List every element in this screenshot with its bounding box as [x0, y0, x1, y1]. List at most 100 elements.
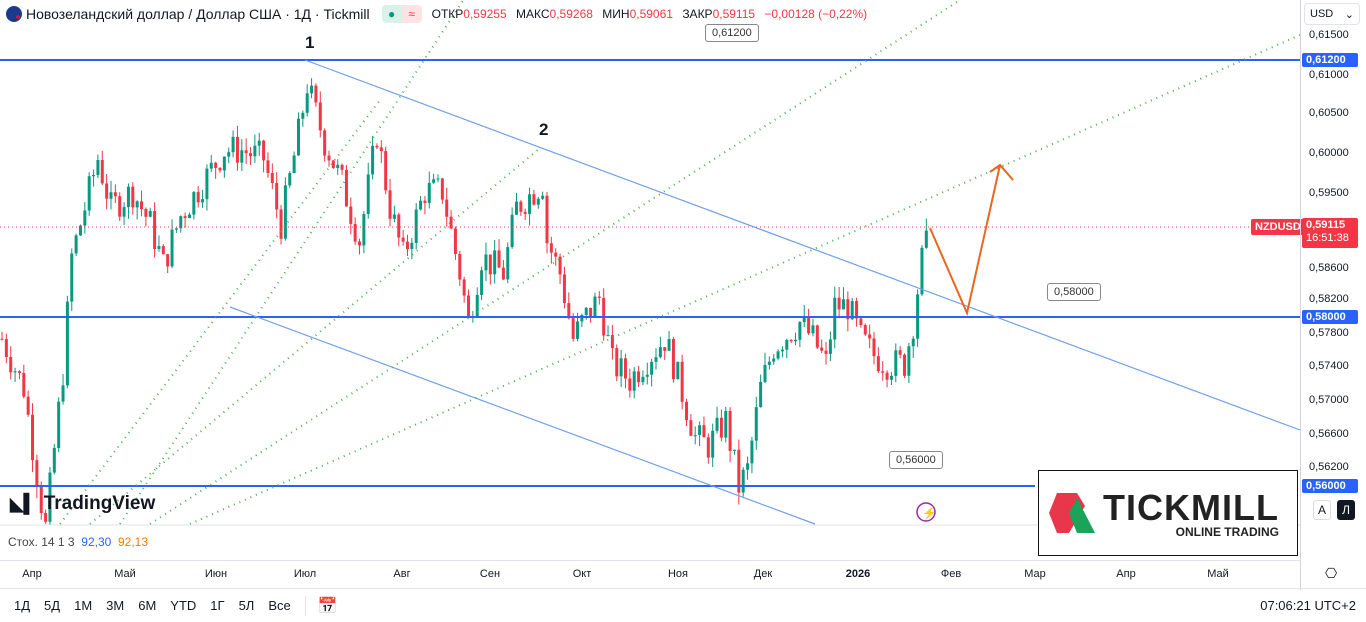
candle — [440, 178, 444, 200]
price-chart[interactable]: ⚡ — [0, 0, 1300, 560]
range-6m[interactable]: 6М — [138, 598, 157, 613]
candle — [301, 112, 305, 119]
candle — [837, 297, 841, 310]
candle — [493, 250, 497, 275]
candle — [711, 430, 715, 458]
range-all[interactable]: Все — [268, 598, 291, 613]
settings-icon[interactable]: ⎔ — [1325, 565, 1338, 581]
candle — [846, 299, 850, 320]
range-1m[interactable]: 1М — [74, 598, 93, 613]
lightning-icon — [916, 502, 936, 522]
candle — [794, 339, 798, 342]
candle — [187, 214, 191, 219]
candle — [737, 449, 741, 493]
candle — [13, 371, 17, 373]
range-1d[interactable]: 1Д — [14, 598, 31, 613]
candle — [166, 254, 170, 267]
candle — [820, 347, 824, 351]
price-axis[interactable]: 0,61500 0,61000 0,60500 0,60000 0,59500 … — [1300, 0, 1366, 590]
candle — [366, 174, 370, 215]
candle — [811, 325, 815, 334]
candle — [358, 241, 362, 246]
level-label[interactable]: 0,56000 — [889, 451, 943, 469]
candle — [623, 358, 627, 379]
candle — [467, 295, 471, 318]
candle — [436, 178, 440, 180]
candle — [650, 361, 654, 375]
candle — [344, 169, 348, 207]
candle — [432, 179, 436, 183]
candle — [746, 463, 750, 470]
range-1y[interactable]: 1Г — [210, 598, 225, 613]
candle — [863, 325, 867, 335]
market-status-icon[interactable]: ● — [381, 5, 402, 23]
candle — [214, 162, 218, 168]
candle — [170, 229, 174, 267]
candle — [4, 339, 8, 358]
candle — [153, 211, 157, 250]
candle — [270, 172, 274, 183]
symbol-title[interactable]: Новозеландский доллар / Доллар США · 1Д … — [26, 6, 370, 22]
candle — [715, 417, 719, 431]
stochastic-legend[interactable]: Стох. 14 1 3 92,30 92,13 — [8, 535, 149, 549]
candle — [545, 195, 549, 244]
candle — [305, 93, 309, 113]
auto-scale-button[interactable]: A — [1313, 500, 1331, 520]
quote-icon[interactable]: ≈ — [401, 5, 422, 23]
candle — [148, 211, 152, 217]
candle — [528, 194, 532, 214]
range-5d[interactable]: 5Д — [44, 598, 61, 613]
candle — [637, 371, 641, 383]
candle — [724, 411, 728, 438]
candle — [868, 334, 872, 339]
forecast-arrow — [929, 163, 1014, 317]
candle — [872, 338, 876, 357]
wave-label-2: 2 — [539, 120, 549, 139]
candle — [567, 303, 571, 319]
candle — [48, 472, 52, 522]
candle — [807, 316, 811, 334]
time-axis[interactable]: Апр Май Июн Июл Авг Сен Окт Ноя Дек 2026 Фев М… — [0, 560, 1300, 588]
candle — [140, 201, 144, 210]
candle — [288, 173, 292, 186]
candle — [157, 246, 161, 250]
level-label[interactable]: 0,61200 — [705, 24, 759, 42]
range-5y[interactable]: 5Л — [238, 598, 255, 613]
candle — [388, 190, 392, 219]
level-label[interactable]: 0,58000 — [1047, 283, 1101, 301]
candle — [144, 209, 148, 217]
candle — [209, 162, 213, 169]
candle — [576, 321, 580, 339]
range-ytd[interactable]: YTD — [170, 598, 197, 613]
candle — [78, 225, 82, 236]
candle — [83, 210, 87, 226]
log-scale-button[interactable]: Л — [1337, 500, 1355, 520]
candle — [61, 385, 65, 402]
candle — [113, 192, 117, 197]
symbol-header: Новозеландский доллар / Доллар США · 1Д … — [6, 5, 873, 23]
tradingview-logo[interactable]: ◣▍ TradingView — [10, 493, 156, 514]
candle — [549, 243, 553, 253]
candle — [580, 314, 584, 322]
candle — [201, 199, 205, 203]
candle — [174, 228, 178, 230]
goto-date-icon[interactable]: 📅 — [304, 595, 338, 616]
candle — [907, 346, 911, 376]
candle — [523, 211, 527, 214]
candle — [850, 301, 854, 320]
range-3m[interactable]: 3М — [106, 598, 125, 613]
candle — [453, 228, 457, 254]
candle — [331, 160, 335, 169]
candle — [855, 301, 859, 319]
candle — [798, 322, 802, 340]
candle — [693, 435, 697, 437]
currency-select[interactable]: USD ⌄ — [1304, 3, 1360, 25]
candle — [689, 420, 693, 436]
candle — [87, 176, 91, 211]
clock[interactable]: 07:06:21 UTC+2 — [1260, 598, 1356, 613]
candle — [641, 376, 645, 383]
level-tag: 0,56000 — [1302, 479, 1358, 493]
candle — [22, 372, 26, 397]
candle — [510, 214, 514, 248]
candle — [414, 209, 418, 243]
